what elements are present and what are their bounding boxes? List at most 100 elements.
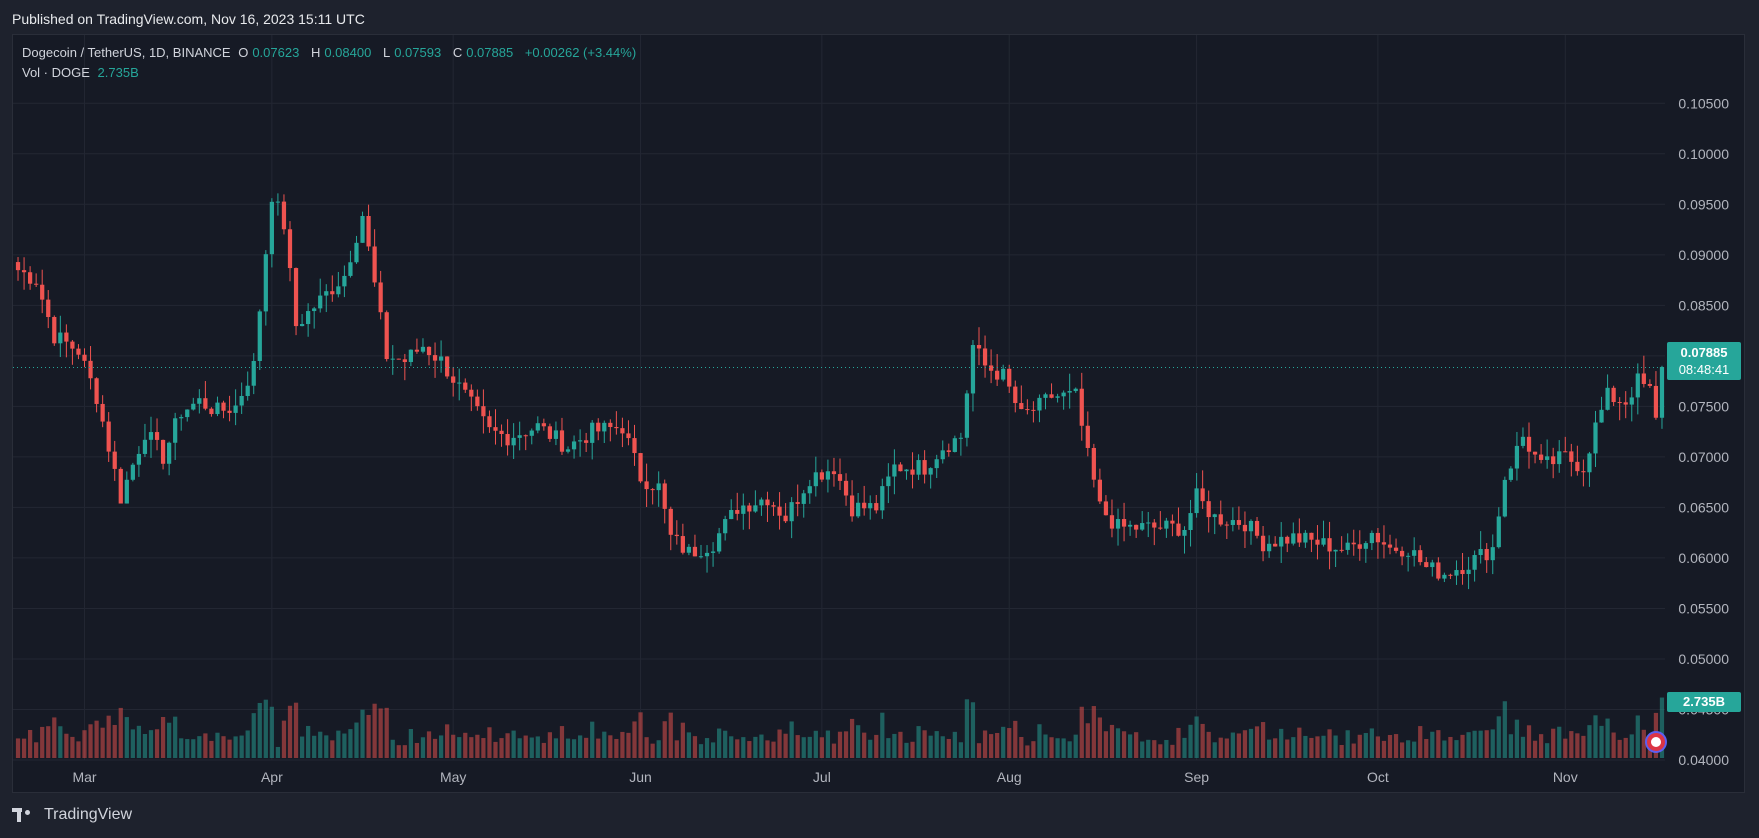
chart-frame[interactable]	[12, 34, 1745, 793]
volume-bar	[1212, 742, 1217, 758]
candle-body	[789, 502, 794, 522]
candle-body	[1218, 514, 1223, 525]
volume-bar	[680, 722, 685, 758]
volume-bar	[523, 735, 528, 758]
volume-bar	[481, 738, 486, 758]
candle-body	[1267, 543, 1272, 552]
price-tick-label: 0.05000	[1678, 651, 1729, 667]
candle-body	[445, 356, 450, 377]
candle-body	[1158, 527, 1163, 529]
volume-bar	[747, 741, 752, 758]
volume-bar	[167, 722, 172, 758]
volume-bar	[1617, 739, 1622, 758]
candle-body	[1472, 555, 1477, 570]
candle-body	[1242, 524, 1248, 532]
volume-bar	[1109, 724, 1115, 758]
candle-body	[1230, 520, 1235, 525]
candle-body	[366, 215, 371, 247]
candle-body	[602, 422, 607, 432]
candle-body	[1333, 549, 1338, 552]
volume-bar	[336, 730, 341, 758]
candle-body	[765, 499, 770, 506]
candle-body	[1073, 388, 1078, 392]
candle-body	[1351, 542, 1356, 545]
time-tick-label: May	[440, 769, 466, 785]
volume-bar	[1013, 720, 1018, 758]
candle-body	[1285, 536, 1290, 544]
volume-tag: 2.735B	[1667, 692, 1741, 712]
volume-bar	[378, 708, 383, 758]
candle-body	[438, 356, 444, 361]
candle-body	[831, 471, 837, 475]
volume-bar	[1194, 716, 1199, 758]
volume-bar	[1248, 728, 1254, 758]
volume-bar	[1291, 737, 1296, 758]
candle-body	[1140, 523, 1145, 530]
volume-bar	[58, 726, 63, 758]
candle-body	[324, 291, 329, 296]
volume-bar	[1279, 728, 1284, 758]
candle-body	[686, 546, 692, 553]
candle-body	[312, 308, 317, 312]
candle-body	[825, 471, 831, 480]
volume-bar	[160, 716, 166, 758]
volume-bar	[1635, 715, 1640, 758]
volume-bar	[1073, 734, 1078, 758]
volume-bar	[52, 717, 57, 758]
candle-body	[795, 502, 800, 504]
candle-body	[1013, 386, 1018, 404]
candle-body	[1085, 425, 1090, 448]
volume-bar	[916, 726, 921, 758]
volume-bar	[789, 721, 794, 758]
candle-body	[729, 510, 734, 520]
volume-bar	[795, 735, 800, 758]
candle-body	[1146, 522, 1151, 524]
candle-body	[662, 483, 667, 509]
candle-body	[849, 495, 855, 517]
volume-bar	[1182, 737, 1187, 758]
volume-value: 2.735B	[97, 65, 139, 80]
candle-body	[1212, 514, 1217, 518]
candle-body	[1623, 402, 1628, 405]
volume-bar	[233, 736, 238, 758]
symbol-title: Dogecoin / TetherUS, 1D, BINANCE	[22, 45, 231, 60]
candle-body	[209, 408, 214, 415]
candle-body	[1496, 516, 1501, 548]
candle-body	[275, 201, 281, 203]
volume-bar	[1345, 730, 1350, 758]
volume-bar	[692, 736, 698, 758]
candle-body	[154, 432, 160, 440]
candle-body	[1412, 550, 1417, 556]
volume-bar	[892, 733, 897, 758]
candle-body	[287, 229, 293, 269]
volume-bar	[656, 740, 661, 758]
volume-bar	[1526, 725, 1532, 758]
candle-body	[1121, 519, 1127, 527]
volume-bar	[1406, 740, 1411, 758]
candle-body	[928, 468, 933, 475]
candle-body	[481, 406, 486, 417]
volume-bar	[1031, 741, 1036, 758]
volume-bar	[704, 738, 710, 758]
candle-body	[173, 418, 178, 443]
candle-body	[70, 341, 75, 349]
low-value: 0.07593	[394, 45, 442, 60]
volume-bar	[1007, 728, 1012, 758]
candle-body	[668, 508, 673, 535]
volume-bar	[777, 729, 782, 758]
footer-brand[interactable]: TradingView	[12, 806, 132, 824]
candle-body	[88, 360, 93, 379]
volume-bar	[1085, 723, 1090, 758]
time-tick-label: Jul	[813, 769, 831, 785]
candle-body	[807, 486, 812, 494]
globe-icon[interactable]	[1645, 731, 1667, 753]
volume-bar	[1430, 731, 1435, 758]
candle-body	[1363, 543, 1368, 549]
candle-body	[886, 476, 891, 487]
time-tick-label: Aug	[997, 769, 1022, 785]
volume-bar	[1146, 739, 1151, 758]
volume-bar	[559, 726, 565, 758]
volume-bar	[928, 735, 933, 758]
volume-bar	[438, 735, 444, 758]
